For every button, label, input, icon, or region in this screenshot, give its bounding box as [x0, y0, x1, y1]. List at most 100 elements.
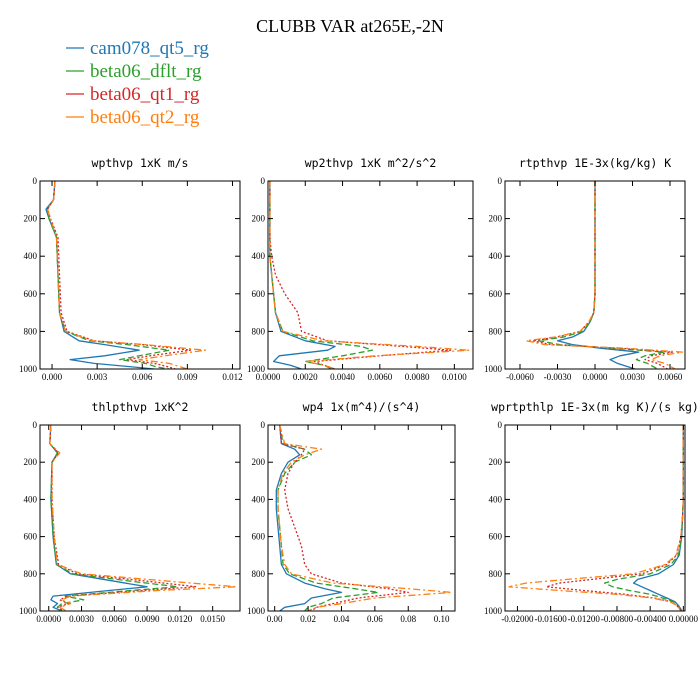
panel-title: wp4 1x(m^4)/(s^4) — [303, 400, 421, 414]
x-tick-label: 0.0060 — [102, 614, 127, 624]
y-tick-label: 200 — [24, 457, 38, 467]
x-tick-label: 0.0100 — [442, 372, 467, 382]
y-tick-label: 200 — [489, 457, 503, 467]
y-tick-label: 800 — [252, 569, 266, 579]
y-tick-label: 800 — [252, 326, 266, 336]
y-tick-label: 0 — [261, 176, 266, 186]
y-tick-label: 1000 — [247, 364, 266, 374]
legend-label: beta06_qt1_rg — [90, 84, 200, 105]
y-tick-label: 0 — [498, 176, 503, 186]
series-line-cam078_qt5_rg — [49, 425, 148, 611]
x-tick-label: 0.0030 — [620, 372, 645, 382]
x-tick-label: 0.009 — [177, 372, 198, 382]
legend: cam078_qt5_rgbeta06_dflt_rgbeta06_qt1_rg… — [66, 38, 209, 128]
x-tick-label: 0.0000 — [256, 372, 281, 382]
x-tick-label: 0.0150 — [200, 614, 225, 624]
y-tick-label: 600 — [252, 532, 266, 542]
series-line-beta06_dflt_rg — [277, 425, 379, 611]
plot-frame — [267, 424, 456, 612]
panel-title: wprtpthlp 1E-3x(m kg K)/(s kg) — [491, 400, 699, 414]
series-line-cam078_qt5_rg — [45, 181, 155, 369]
series-line-beta06_qt2_rg — [49, 425, 238, 611]
y-tick-label: 400 — [24, 494, 38, 504]
series-line-beta06_qt1_rg — [531, 181, 674, 369]
y-tick-label: 1000 — [484, 364, 503, 374]
y-tick-label: 1000 — [19, 606, 38, 616]
x-tick-label: 0.006 — [132, 372, 153, 382]
series-line-beta06_qt1_rg — [545, 425, 684, 611]
y-tick-label: 0 — [498, 420, 503, 430]
series-line-beta06_qt2_rg — [269, 181, 470, 369]
x-tick-label: -0.00400 — [634, 614, 667, 624]
series-line-beta06_dflt_rg — [603, 425, 684, 611]
y-tick-label: 800 — [24, 326, 38, 336]
x-tick-label: 0.00 — [267, 614, 283, 624]
series-line-cam078_qt5_rg — [632, 425, 684, 611]
plot-frame — [504, 424, 686, 612]
y-tick-label: 400 — [252, 251, 266, 261]
y-tick-label: 400 — [24, 251, 38, 261]
series-line-beta06_qt2_rg — [525, 181, 684, 369]
x-tick-label: 0.06 — [367, 614, 383, 624]
y-tick-label: 800 — [24, 569, 38, 579]
x-tick-label: 0.0020 — [293, 372, 318, 382]
legend-label: beta06_dflt_rg — [90, 61, 202, 82]
plot-frame — [267, 180, 474, 370]
y-tick-label: 200 — [252, 214, 266, 224]
y-tick-label: 600 — [24, 532, 38, 542]
x-tick-label: -0.01200 — [568, 614, 601, 624]
panel-title: rtpthvp 1E-3x(kg/kg) K — [519, 156, 671, 170]
y-tick-label: 400 — [252, 494, 266, 504]
y-tick-label: 600 — [24, 289, 38, 299]
x-tick-label: 0.0090 — [135, 614, 160, 624]
series-line-beta06_qt2_rg — [277, 425, 453, 611]
x-tick-label: 0.012 — [222, 372, 242, 382]
y-tick-label: 400 — [489, 494, 503, 504]
x-tick-label: 0.00000 — [669, 614, 699, 624]
legend-label: cam078_qt5_rg — [90, 38, 209, 59]
y-tick-label: 0 — [33, 176, 38, 186]
panel-title: wp2thvp 1xK m^2/s^2 — [305, 156, 437, 170]
series-line-beta06_qt2_rg — [46, 181, 207, 369]
x-tick-label: -0.00800 — [601, 614, 634, 624]
y-tick-label: 1000 — [247, 606, 266, 616]
x-tick-label: 0.0000 — [583, 372, 608, 382]
y-tick-label: 800 — [489, 569, 503, 579]
chart-panel: wp2thvp 1xK m^2/s^2020040060080010000.00… — [247, 156, 474, 382]
plot-frame — [39, 424, 241, 612]
series-line-cam078_qt5_rg — [275, 425, 343, 611]
y-tick-label: 0 — [261, 420, 266, 430]
y-tick-label: 200 — [252, 457, 266, 467]
series-line-beta06_dflt_rg — [538, 181, 665, 369]
x-tick-label: 0.02 — [300, 614, 316, 624]
series-line-beta06_dflt_rg — [269, 181, 374, 369]
x-tick-label: 0.08 — [400, 614, 416, 624]
plot-frame — [39, 180, 241, 370]
y-tick-label: 600 — [252, 289, 266, 299]
series-line-beta06_qt1_rg — [46, 181, 192, 369]
x-tick-label: 0.0080 — [405, 372, 430, 382]
x-tick-label: 0.10 — [434, 614, 450, 624]
legend-label: beta06_qt2_rg — [90, 107, 200, 128]
y-tick-label: 0 — [33, 420, 38, 430]
series-line-beta06_qt1_rg — [279, 425, 409, 611]
x-tick-label: 0.0060 — [658, 372, 683, 382]
x-tick-label: -0.02000 — [501, 614, 534, 624]
x-tick-label: 0.003 — [87, 372, 108, 382]
series-line-beta06_qt1_rg — [49, 425, 197, 611]
y-tick-label: 200 — [24, 214, 38, 224]
x-tick-label: -0.01600 — [534, 614, 567, 624]
x-tick-label: 0.0060 — [367, 372, 392, 382]
x-tick-label: 0.0030 — [69, 614, 94, 624]
x-tick-label: -0.0060 — [506, 372, 534, 382]
chart-panel: wpthvp 1xK m/s 0 200 400 600 800 1000 0.000 0.00… — [19, 156, 243, 382]
y-tick-label: 600 — [489, 532, 503, 542]
y-tick-label: 400 — [489, 251, 503, 261]
x-tick-label: 0.0120 — [168, 614, 193, 624]
y-tick-label: 1000 — [19, 364, 38, 374]
series-line-cam078_qt5_rg — [556, 181, 640, 369]
y-tick-label: 1000 — [484, 606, 503, 616]
